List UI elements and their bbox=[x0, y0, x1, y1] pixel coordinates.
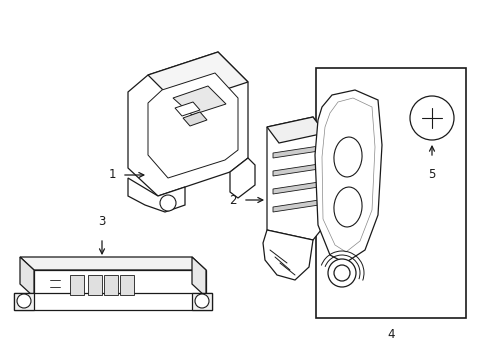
Circle shape bbox=[17, 294, 31, 308]
Polygon shape bbox=[183, 112, 206, 126]
Polygon shape bbox=[175, 102, 200, 116]
Circle shape bbox=[333, 265, 349, 281]
Text: 1: 1 bbox=[108, 168, 116, 181]
Polygon shape bbox=[266, 117, 325, 143]
Ellipse shape bbox=[333, 187, 361, 227]
Polygon shape bbox=[192, 257, 205, 297]
Polygon shape bbox=[272, 164, 318, 176]
Polygon shape bbox=[173, 86, 225, 115]
Circle shape bbox=[195, 294, 208, 308]
Polygon shape bbox=[148, 73, 238, 178]
Polygon shape bbox=[70, 275, 84, 295]
Polygon shape bbox=[120, 275, 134, 295]
Polygon shape bbox=[266, 117, 325, 240]
Circle shape bbox=[160, 195, 176, 211]
Polygon shape bbox=[128, 178, 184, 212]
Polygon shape bbox=[128, 52, 247, 196]
Text: 5: 5 bbox=[427, 168, 435, 181]
Polygon shape bbox=[14, 293, 34, 310]
Polygon shape bbox=[20, 257, 205, 270]
Circle shape bbox=[409, 96, 453, 140]
Polygon shape bbox=[148, 52, 247, 105]
Text: 4: 4 bbox=[386, 328, 394, 341]
Polygon shape bbox=[272, 182, 318, 194]
Polygon shape bbox=[192, 293, 212, 310]
Polygon shape bbox=[229, 158, 254, 198]
Bar bbox=[315, 68, 465, 318]
Polygon shape bbox=[321, 98, 374, 252]
Polygon shape bbox=[20, 257, 34, 297]
Polygon shape bbox=[88, 275, 102, 295]
Text: 3: 3 bbox=[98, 215, 105, 228]
Polygon shape bbox=[263, 230, 312, 280]
Polygon shape bbox=[272, 200, 318, 212]
Circle shape bbox=[327, 259, 355, 287]
Ellipse shape bbox=[333, 137, 361, 177]
Polygon shape bbox=[314, 90, 381, 263]
Polygon shape bbox=[14, 293, 212, 310]
Text: 2: 2 bbox=[229, 194, 237, 207]
Polygon shape bbox=[272, 146, 318, 158]
Polygon shape bbox=[104, 275, 118, 295]
Polygon shape bbox=[34, 270, 205, 297]
